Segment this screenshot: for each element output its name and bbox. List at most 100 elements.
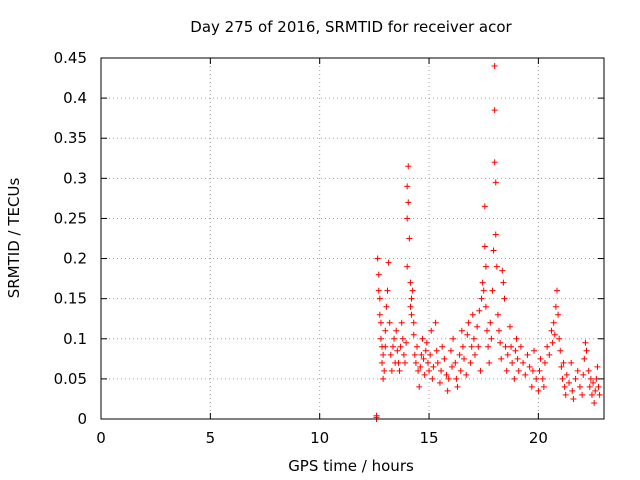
data-point (465, 319, 472, 326)
data-point (491, 107, 498, 114)
data-point (377, 335, 384, 342)
data-point (508, 343, 515, 350)
y-tick-label: 0.3 (63, 169, 87, 187)
data-point (491, 159, 498, 166)
plot-frame (100, 57, 605, 420)
data-point (450, 335, 457, 342)
data-point (405, 199, 412, 206)
data-point (439, 343, 446, 350)
data-point (479, 279, 486, 286)
data-point (404, 215, 411, 222)
x-tick-label: 15 (419, 429, 438, 447)
data-point (422, 347, 429, 354)
data-point (380, 351, 387, 358)
data-point (515, 367, 522, 374)
y-tick-label: 0.45 (54, 49, 87, 67)
data-point (427, 351, 434, 358)
data-point (383, 303, 390, 310)
data-point (558, 363, 565, 370)
data-point (499, 267, 506, 274)
data-point (486, 359, 493, 366)
data-point (379, 359, 386, 366)
x-tick-label: 5 (206, 429, 216, 447)
data-point (529, 367, 536, 374)
data-point (382, 343, 389, 350)
data-point (389, 343, 396, 350)
data-point (591, 399, 598, 406)
data-point (551, 331, 558, 338)
y-axis-label: SRMTID / TECUs (5, 178, 23, 299)
data-point (501, 295, 508, 302)
x-axis-label: GPS time / hours (288, 457, 414, 475)
data-point (536, 367, 543, 374)
data-point (496, 327, 503, 334)
data-point (492, 179, 499, 186)
data-point (399, 335, 406, 342)
data-point (511, 375, 518, 382)
data-point (581, 355, 588, 362)
data-point (514, 355, 521, 362)
data-point (587, 375, 594, 382)
data-point (407, 303, 414, 310)
data-point (434, 359, 441, 366)
data-point (552, 303, 559, 310)
data-point (535, 387, 542, 394)
data-point (481, 203, 488, 210)
data-point (563, 371, 570, 378)
data-point (453, 375, 460, 382)
data-point (583, 347, 590, 354)
data-point (445, 375, 452, 382)
data-point (444, 387, 451, 394)
data-point (492, 231, 499, 238)
data-point (559, 375, 566, 382)
data-point (410, 331, 417, 338)
data-point (524, 351, 531, 358)
data-point (409, 287, 416, 294)
data-point (433, 347, 440, 354)
data-point (586, 383, 593, 390)
data-point (375, 271, 382, 278)
data-point (509, 359, 516, 366)
data-point (549, 339, 556, 346)
data-point (376, 311, 383, 318)
data-point (404, 183, 411, 190)
grid-lines (101, 58, 604, 419)
data-point (481, 243, 488, 250)
data-point (474, 323, 481, 330)
data-point (580, 371, 587, 378)
data-point (560, 359, 567, 366)
data-point (531, 347, 538, 354)
data-point (517, 343, 524, 350)
data-point (570, 395, 577, 402)
data-point (454, 383, 461, 390)
data-point (489, 287, 496, 294)
data-point (452, 359, 459, 366)
data-point (487, 319, 494, 326)
data-point (482, 303, 489, 310)
data-point (485, 343, 492, 350)
data-point (506, 323, 513, 330)
data-point (386, 319, 393, 326)
x-tick-label: 10 (310, 429, 329, 447)
y-tick-label: 0.25 (54, 209, 87, 227)
data-point (419, 335, 426, 342)
data-point (396, 367, 403, 374)
data-point (550, 319, 557, 326)
data-point (490, 247, 497, 254)
data-point (461, 355, 468, 362)
data-point (459, 343, 466, 350)
data-point (458, 327, 465, 334)
data-point (415, 367, 422, 374)
data-point (483, 327, 490, 334)
data-point (408, 295, 415, 302)
data-point (436, 379, 443, 386)
data-point (528, 383, 535, 390)
y-tick-label: 0.4 (63, 89, 87, 107)
data-point (522, 371, 529, 378)
data-point (382, 327, 389, 334)
data-point (569, 387, 576, 394)
data-point (471, 351, 478, 358)
data-point (579, 391, 586, 398)
data-point (588, 391, 595, 398)
data-point (468, 343, 475, 350)
